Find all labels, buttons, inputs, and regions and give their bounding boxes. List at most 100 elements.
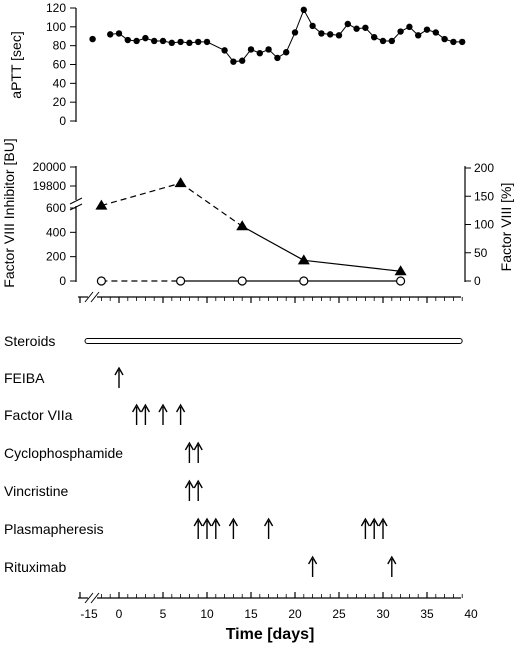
inhibitor-line-segment bbox=[241, 225, 305, 261]
aptt-point bbox=[247, 46, 255, 53]
time-tick-label: 20 bbox=[288, 607, 302, 621]
treatment-arrow bbox=[360, 517, 371, 539]
treatment-row-label: FEIBA bbox=[4, 370, 45, 386]
aptt-point bbox=[362, 24, 369, 31]
inhibitor-axis-break bbox=[69, 197, 83, 211]
arrow-head bbox=[158, 403, 168, 413]
treatment-arrow bbox=[184, 441, 195, 463]
factor8-y-tick-label: 50 bbox=[474, 246, 488, 260]
treatment-arrow bbox=[378, 517, 388, 539]
treatment-row: FEIBA bbox=[4, 366, 124, 388]
treatment-arrow bbox=[202, 517, 212, 539]
treatment-arrow bbox=[175, 403, 186, 425]
time-tick-label: 0 bbox=[116, 607, 123, 621]
aptt-line bbox=[110, 8, 463, 63]
factor8-point bbox=[237, 276, 247, 286]
aptt-y-tick-label: 60 bbox=[53, 58, 67, 72]
treatment-arrow bbox=[184, 479, 195, 501]
time-tick-label: 5 bbox=[160, 607, 167, 621]
treatment-row: Plasmapheresis bbox=[4, 517, 388, 539]
aptt-point bbox=[107, 31, 114, 38]
aptt-y-tick-label: 0 bbox=[59, 114, 66, 128]
time-tick-label: 35 bbox=[420, 607, 434, 621]
time-axis: -15 0 5 10 15 20 25 30 35 40 bbox=[78, 592, 478, 621]
factor8-y-axis-title: Factor VIII [%] bbox=[498, 183, 514, 272]
treatment-rows: Steroids FEIBA Factor VIIa Cyclophosphamide… bbox=[4, 333, 463, 577]
aptt-y-tick-label: 80 bbox=[53, 39, 67, 53]
treatment-arrow bbox=[387, 555, 397, 577]
arrow-head bbox=[202, 517, 212, 527]
arrow-head bbox=[193, 479, 203, 489]
time-tick-label: 30 bbox=[376, 607, 390, 621]
aptt-point bbox=[397, 28, 404, 35]
inhibitor-line-segment bbox=[180, 182, 243, 227]
treatment-row: Steroids bbox=[4, 333, 463, 349]
aptt-y-tick-label: 100 bbox=[46, 20, 66, 34]
aptt-point bbox=[388, 37, 395, 45]
inhibitor-line-segment bbox=[303, 259, 401, 272]
aptt-point bbox=[441, 35, 448, 43]
aptt-point bbox=[142, 34, 149, 42]
arrow-head bbox=[263, 517, 274, 527]
inhibitor-panel: 0 200 400 600 19800 20000 0 50 100 150 200 Factor… bbox=[1, 138, 514, 288]
inhibitor-y-ticks: 0 200 400 600 19800 20000 bbox=[33, 160, 76, 288]
arrow-head bbox=[193, 441, 203, 451]
treatment-row-label: Vincristine bbox=[4, 483, 69, 499]
inhibitor-y-tick-label: 400 bbox=[46, 225, 66, 239]
aptt-point bbox=[256, 50, 263, 57]
ruler-break bbox=[90, 592, 100, 604]
aptt-point bbox=[230, 58, 237, 65]
arrow-head bbox=[184, 479, 195, 489]
inhibitor-y-axis-title: Factor VIII Inhibitor [BU] bbox=[1, 138, 17, 287]
treatment-arrow bbox=[140, 403, 151, 425]
aptt-point bbox=[168, 39, 175, 47]
inhibitor-point bbox=[236, 220, 249, 231]
aptt-point bbox=[371, 33, 378, 41]
aptt-point bbox=[115, 30, 123, 37]
time-tick-label: 10 bbox=[200, 607, 214, 621]
aptt-panel: 0 20 40 60 80 100 120 aPTT [sec] bbox=[8, 1, 466, 128]
treatment-row: Vincristine bbox=[4, 479, 203, 501]
arrow-head bbox=[360, 517, 371, 527]
treatment-row: Rituximab bbox=[4, 555, 397, 577]
inhibitor-y-tick-label: 19800 bbox=[33, 179, 67, 193]
treatment-duration-bar bbox=[84, 338, 463, 344]
treatment-row-label: Rituximab bbox=[4, 559, 66, 575]
aptt-point bbox=[327, 31, 334, 38]
arrow-head bbox=[369, 517, 379, 527]
aptt-point bbox=[239, 57, 246, 64]
treatment-arrow bbox=[158, 403, 168, 425]
aptt-point bbox=[124, 36, 131, 44]
aptt-point bbox=[450, 38, 457, 46]
aptt-point bbox=[309, 22, 316, 30]
arrow-head bbox=[228, 517, 239, 527]
arrow-head bbox=[131, 403, 142, 413]
treatment-arrow bbox=[369, 517, 379, 539]
aptt-point bbox=[133, 37, 140, 45]
factor8-y-tick-label: 150 bbox=[474, 189, 494, 203]
aptt-y-tick-label: 20 bbox=[53, 95, 67, 109]
aptt-point bbox=[159, 37, 167, 45]
aptt-point bbox=[379, 37, 387, 45]
time-tick-label: 15 bbox=[244, 607, 258, 621]
treatment-panel: Steroids FEIBA Factor VIIa Cyclophosphamide… bbox=[4, 333, 463, 577]
inhibitor-y-tick-label: 20000 bbox=[33, 160, 67, 174]
treatment-row-label: Cyclophosphamide bbox=[4, 445, 123, 461]
factor8-point bbox=[176, 276, 186, 286]
factor8-y-tick-label: 100 bbox=[474, 218, 494, 232]
aptt-point bbox=[265, 46, 272, 53]
ruler-break bbox=[90, 291, 100, 303]
aptt-point bbox=[406, 23, 413, 31]
inhibitor-point bbox=[174, 177, 187, 188]
aptt-point bbox=[283, 49, 290, 56]
aptt-point bbox=[151, 37, 158, 45]
factor8-point bbox=[96, 276, 107, 286]
arrow-head bbox=[211, 517, 221, 527]
inhibitor-point bbox=[394, 265, 407, 276]
time-tick-label: -15 bbox=[80, 607, 98, 621]
arrow-head bbox=[184, 441, 195, 451]
time-tick-label: 40 bbox=[464, 607, 478, 621]
treatment-arrow bbox=[307, 555, 318, 577]
treatment-arrow bbox=[114, 366, 124, 388]
